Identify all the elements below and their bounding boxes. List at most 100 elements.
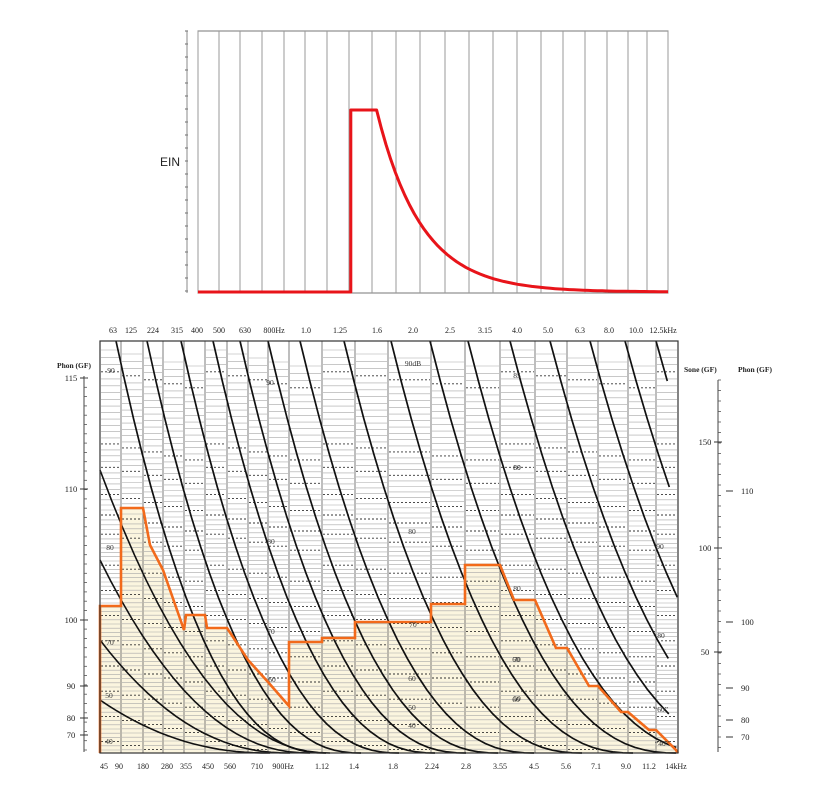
top-frequency-label: 4.0 <box>512 326 522 335</box>
bottom-frequency-label: 3.55 <box>493 762 507 771</box>
bottom-frequency-label: 710 <box>251 762 263 771</box>
bottom-frequency-label: 7.1 <box>591 762 601 771</box>
in-plot-label: 60 <box>268 675 276 684</box>
masking-contour <box>212 340 436 754</box>
in-plot-label: 50 <box>408 703 416 712</box>
top-frequency-label: 63 <box>109 326 117 335</box>
lower-plot-frame <box>99 340 679 754</box>
top-frequency-label: 3.15 <box>478 326 492 335</box>
top-frequency-label: 224 <box>147 326 159 335</box>
in-plot-label: 80 <box>106 543 114 552</box>
masking-contour <box>655 340 669 382</box>
in-plot-label: 70 <box>513 655 521 664</box>
upper-y-ticks <box>185 30 188 293</box>
bottom-frequency-label: 5.6 <box>561 762 571 771</box>
bottom-frequency-label: 9.0 <box>621 762 631 771</box>
bottom-frequency-labels: 45 90 180 280 355 450 560 710 900Hz 1.12 1.4 1.8 2.2… <box>100 762 687 771</box>
in-plot-label: 80 <box>408 527 416 536</box>
right-phon-tick-label: 100 <box>741 617 754 627</box>
bottom-frequency-label: 560 <box>224 762 236 771</box>
right-phon-tick-label: 70 <box>741 732 750 742</box>
bottom-frequency-label: 450 <box>202 762 214 771</box>
left-axis-title: Phon (GF) <box>57 361 91 370</box>
bottom-frequency-label: 280 <box>161 762 173 771</box>
upper-plot-frame <box>197 30 669 294</box>
masking-contour <box>343 340 583 754</box>
top-frequency-labels: 63 125 224 315 400 500 630 800Hz 1.0 1.25 1.6 2.0 2.… <box>109 326 677 335</box>
in-plot-label: 80 <box>267 537 275 546</box>
top-frequency-label: 630 <box>239 326 251 335</box>
right-phon-title: Phon (GF) <box>738 365 772 374</box>
top-frequency-label: 125 <box>125 326 137 335</box>
upper-y-axis-label: EIN <box>160 155 180 169</box>
left-tick-label: 110 <box>65 484 77 494</box>
top-frequency-label: 315 <box>171 326 183 335</box>
masking-contour <box>549 340 670 659</box>
bottom-frequency-label: 355 <box>180 762 192 771</box>
top-frequency-label: 5.0 <box>543 326 553 335</box>
top-frequency-label: 500 <box>213 326 225 335</box>
masking-contour <box>467 340 677 749</box>
bottom-frequency-label: 90 <box>115 762 123 771</box>
in-plot-label: 90 <box>656 542 664 551</box>
left-tick-label: 100 <box>65 615 78 625</box>
top-frequency-label: 6.3 <box>575 326 585 335</box>
in-plot-label: 60 <box>408 674 416 683</box>
top-frequency-label: 1.6 <box>372 326 382 335</box>
in-plot-label: 90 <box>266 378 274 387</box>
masking-contours <box>99 340 679 754</box>
top-frequency-label: 2.5 <box>445 326 455 335</box>
in-plot-label: 60 <box>512 655 520 664</box>
in-plot-label: 80 <box>657 631 665 640</box>
in-plot-label: 70 <box>409 620 417 629</box>
masking-contour <box>99 639 291 754</box>
in-plot-label: 80 <box>513 584 521 593</box>
right-sone-title: Sone (GF) <box>684 365 717 374</box>
pulse-series-line <box>198 108 668 294</box>
top-frequency-label: 400 <box>191 326 203 335</box>
bottom-frequency-label: 1.4 <box>349 762 359 771</box>
masking-contour <box>390 340 634 754</box>
in-plot-label: 50 <box>105 691 113 700</box>
loudness-profile-line <box>98 506 680 754</box>
bottom-frequency-label: 45 <box>100 762 108 771</box>
right-sone-tick-label: 100 <box>699 543 712 553</box>
right-phon-tick-label: 80 <box>741 715 750 725</box>
in-plot-label: 85 <box>513 371 521 380</box>
bottom-frequency-label: 900Hz <box>272 762 294 771</box>
in-plot-labels: 9090808080807070706060605050404090dB8580… <box>105 359 669 748</box>
lower-panel: 63 125 224 315 400 500 630 800Hz 1.0 1.25 1.6 2.0 2.… <box>57 326 772 771</box>
masking-contour <box>509 340 670 715</box>
bottom-frequency-label: 11.2 <box>642 762 656 771</box>
in-plot-label: 90 <box>107 366 115 375</box>
in-plot-label: 40 <box>408 721 416 730</box>
masking-contour <box>239 340 467 754</box>
in-plot-label: 40 <box>105 737 113 746</box>
masking-contour <box>99 559 311 754</box>
right-sone-tick-label: 50 <box>701 647 710 657</box>
masking-contour <box>429 340 677 754</box>
in-plot-label: 60 <box>512 695 520 704</box>
top-frequency-label: 800Hz <box>263 326 285 335</box>
bottom-frequency-label: 180 <box>137 762 149 771</box>
right-axis-ticks: 150 100 50 110 100 90 80 70 <box>699 379 754 748</box>
in-plot-label: 70 <box>267 627 275 636</box>
bottom-frequency-label: 2.8 <box>461 762 471 771</box>
top-frequency-label: 2.0 <box>408 326 418 335</box>
right-phon-tick-label: 90 <box>741 683 750 693</box>
left-axis-ticks: 115 110 100 90 80 70 <box>65 373 88 751</box>
masking-contour <box>267 340 499 754</box>
left-tick-label: 90 <box>67 681 76 691</box>
in-plot-label: 90dB <box>405 359 421 368</box>
in-plot-label: “60” <box>654 705 668 714</box>
left-tick-label: 70 <box>67 730 76 740</box>
in-plot-label: 70 <box>106 638 114 647</box>
masking-contour <box>99 699 271 754</box>
masking-contour <box>624 340 671 488</box>
bottom-frequency-label: 2.24 <box>425 762 439 771</box>
upper-gridlines <box>197 31 669 293</box>
top-frequency-label: 10.0 <box>629 326 643 335</box>
bottom-frequency-label: 1.12 <box>315 762 329 771</box>
top-frequency-label: 1.25 <box>333 326 347 335</box>
